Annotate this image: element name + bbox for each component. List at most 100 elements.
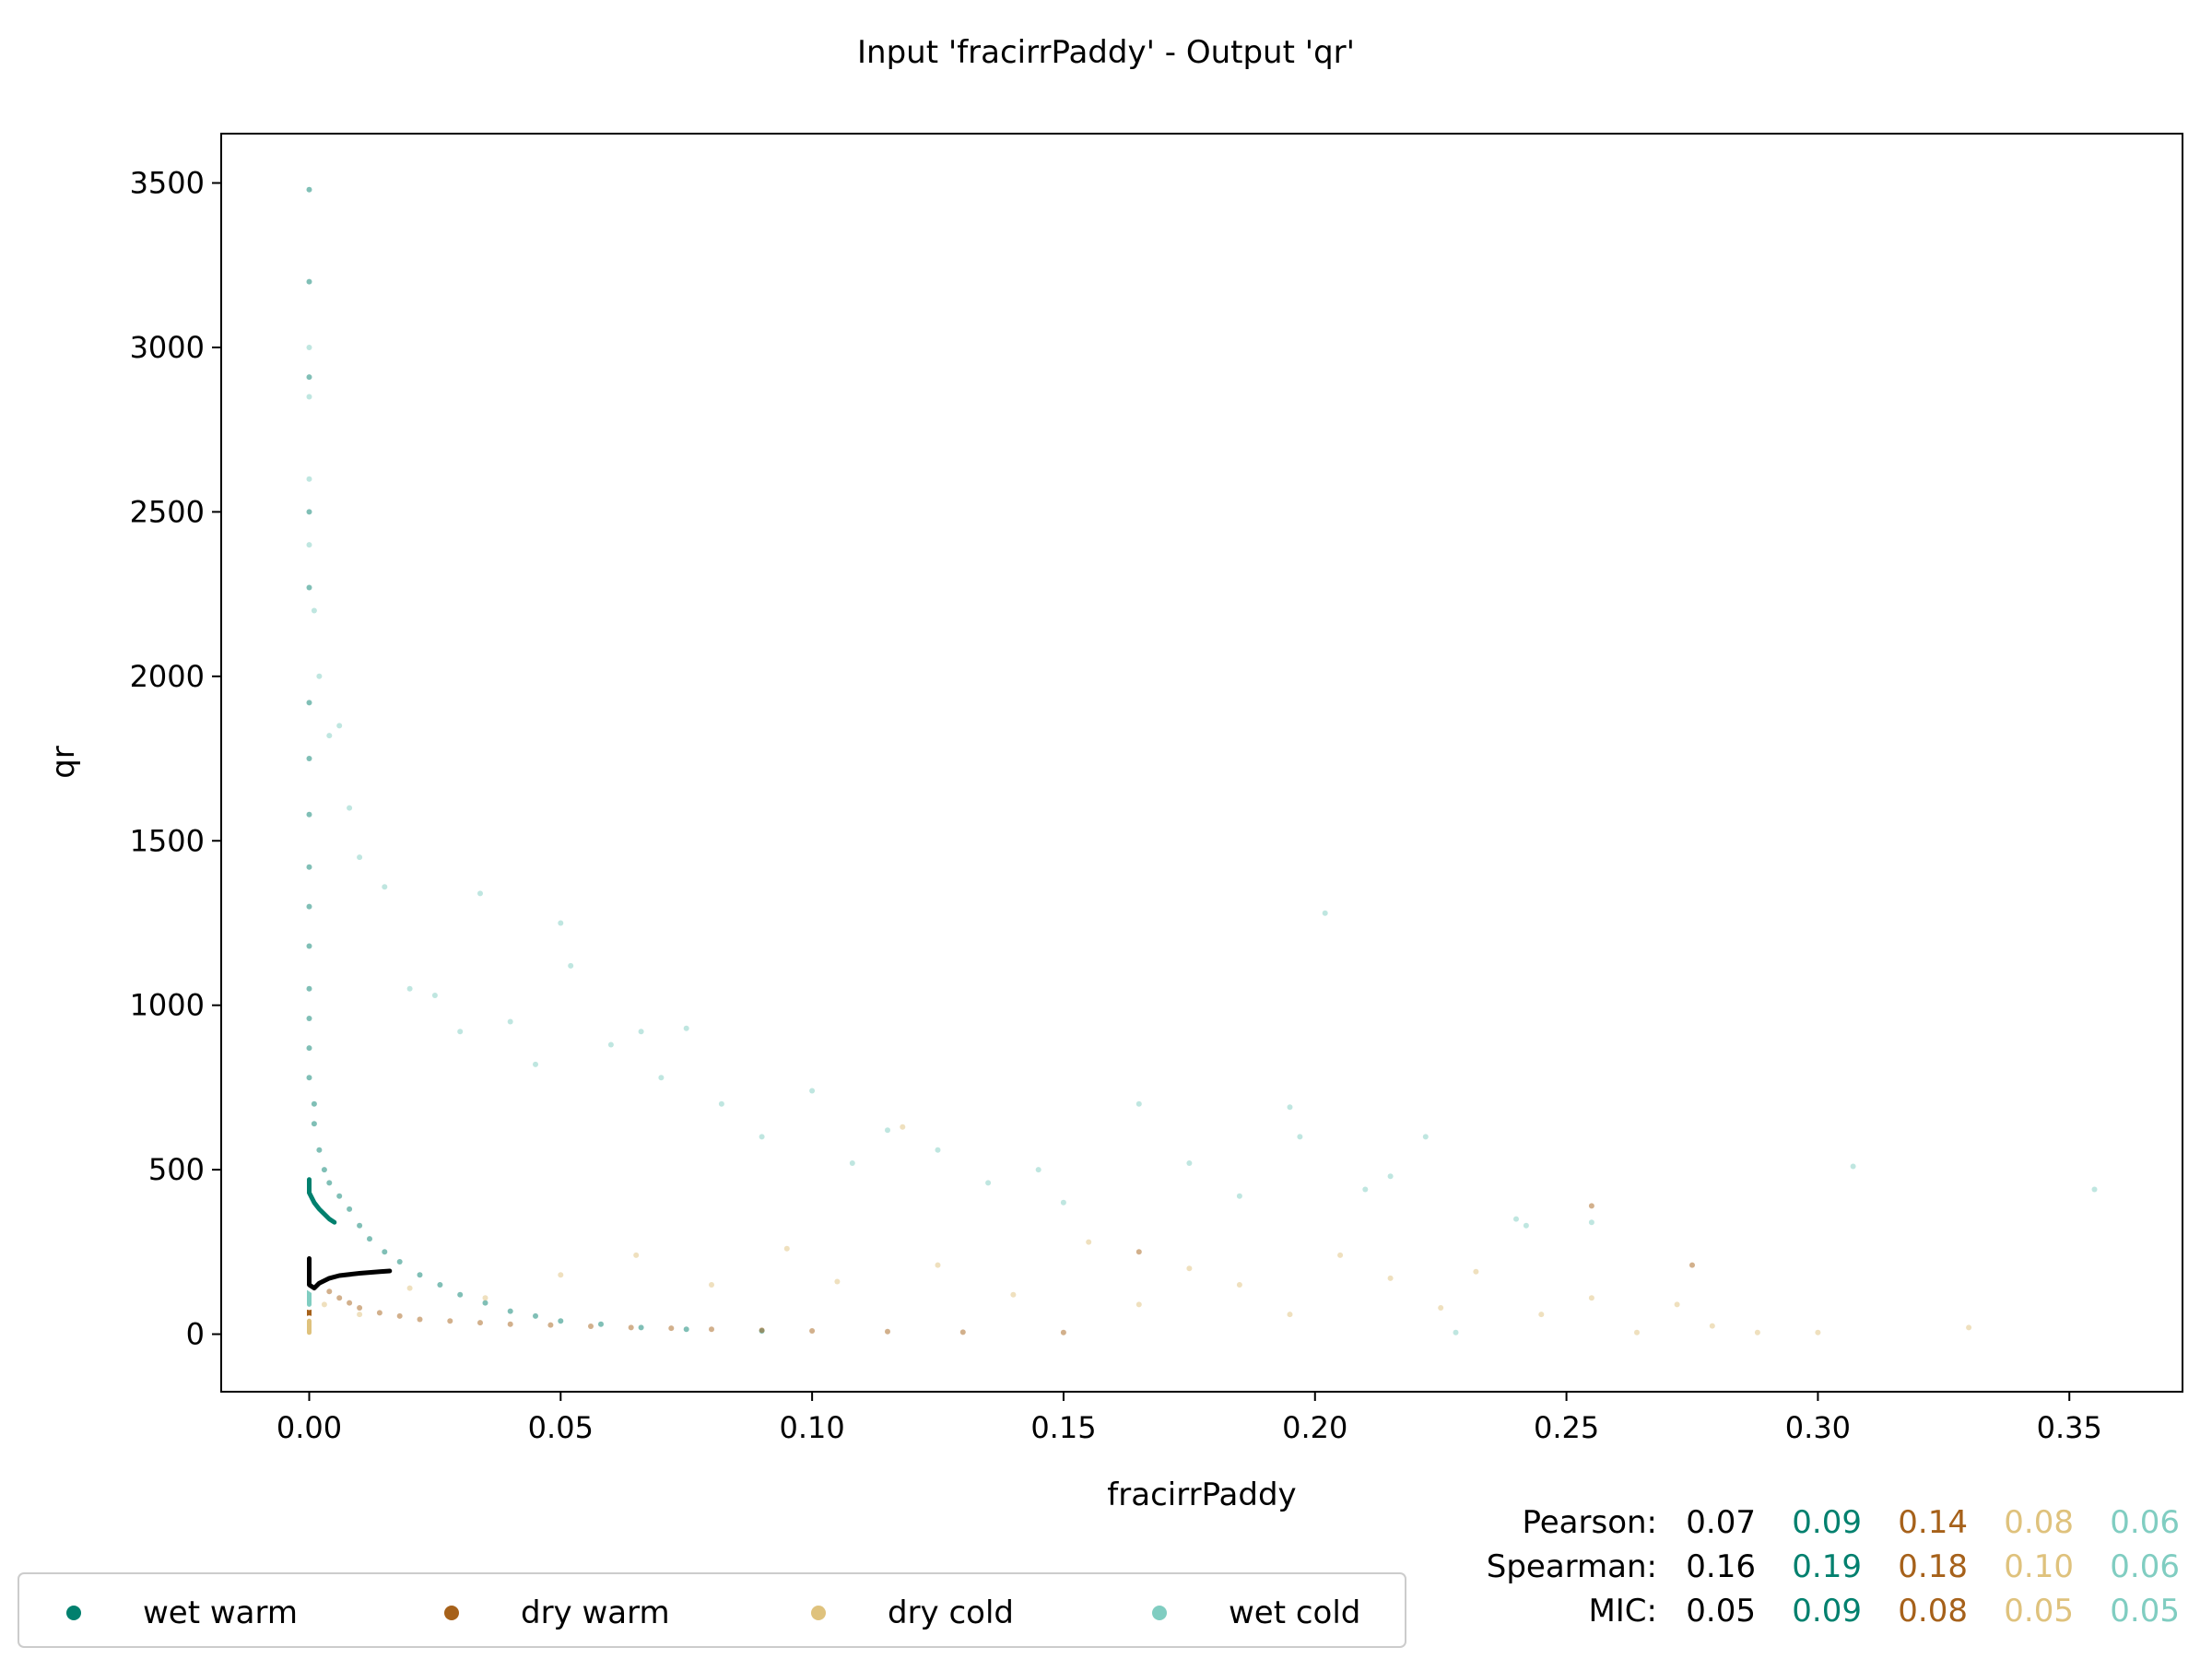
legend-label: dry warm [521, 1594, 670, 1631]
scatter-point [1060, 1329, 1066, 1335]
y-tick-label: 1000 [130, 988, 205, 1023]
scatter-point [668, 1325, 675, 1332]
stat-row-label: Spearman: [1487, 1548, 1657, 1585]
scatter-point [482, 1295, 488, 1301]
scatter-point [507, 1018, 513, 1025]
scatter-point [326, 1180, 333, 1186]
scatter-point [1387, 1173, 1394, 1180]
scatter-point [1422, 1134, 1429, 1140]
scatter-point [1287, 1312, 1293, 1318]
x-tick-label: 0.15 [1030, 1410, 1096, 1445]
y-axis-ticks: 0 500 1000 1500 2000 2500 3000 3500 [130, 166, 221, 1352]
scatter-point [1815, 1329, 1821, 1335]
scatter-point [683, 1025, 689, 1031]
scatter-point [628, 1324, 634, 1331]
scatter-point [321, 1301, 327, 1308]
scatter-point [316, 673, 323, 679]
scatter-point [1297, 1134, 1303, 1140]
scatter-point [417, 1272, 423, 1278]
y-tick-label: 2500 [130, 494, 205, 529]
y-tick-label: 3000 [130, 330, 205, 365]
scatter-point [809, 1328, 816, 1334]
scatter-point [683, 1326, 689, 1333]
scatter-point [1387, 1275, 1394, 1281]
scatter-point [558, 920, 564, 926]
scatter-point [658, 1075, 665, 1081]
scatter-point [709, 1326, 714, 1333]
scatter-point [1287, 1104, 1293, 1111]
y-tick-label: 500 [148, 1152, 205, 1187]
x-tick-label: 0.00 [276, 1410, 342, 1445]
scatter-point [759, 1327, 765, 1334]
scatter-point [1135, 1249, 1142, 1255]
scatter-point [457, 1029, 464, 1035]
scatter-point [1236, 1193, 1242, 1199]
scatter-point [1709, 1323, 1715, 1329]
legend-label: wet cold [1229, 1594, 1360, 1631]
scatter-point [306, 903, 312, 910]
scatter-point [1186, 1160, 1193, 1166]
legend: wet warm dry warm dry cold wet cold [18, 1572, 1406, 1648]
scatter-point [311, 1100, 317, 1107]
scatter-point [357, 1222, 363, 1229]
scatter-point [1588, 1203, 1594, 1209]
scatter-point [306, 476, 312, 482]
scatter-point [347, 805, 353, 811]
plot-area-frame [220, 133, 2183, 1393]
scatter-point [1850, 1163, 1856, 1170]
scatter-point [809, 1088, 816, 1094]
scatter-point [406, 1285, 413, 1291]
y-tick-label: 3500 [130, 166, 205, 201]
scatter-point [507, 1308, 513, 1314]
scatter-point [1135, 1100, 1142, 1107]
scatter-point [507, 1321, 513, 1327]
scatter-point [431, 993, 438, 998]
scatter-point [477, 1320, 483, 1326]
scatter-point [357, 1312, 363, 1318]
x-tick-label: 0.35 [2037, 1410, 2102, 1445]
scatter-point [306, 811, 312, 818]
x-tick-label: 0.05 [528, 1410, 594, 1445]
scatter-point [306, 700, 312, 706]
scatter-point [1513, 1216, 1519, 1222]
scatter-point [1453, 1329, 1459, 1335]
scatter-point [885, 1127, 890, 1134]
scatter-point [1588, 1295, 1594, 1301]
scatter-point [457, 1291, 464, 1298]
scatter-point [959, 1329, 966, 1335]
stat-value: 0.05 [2004, 1593, 2074, 1630]
stat-value: 0.05 [1686, 1593, 1756, 1630]
scatter-point [306, 278, 312, 285]
scatter-point [1337, 1252, 1344, 1258]
stat-value: 0.06 [2110, 1548, 2180, 1585]
scatter-point [477, 890, 483, 897]
scatter-point [1588, 1219, 1594, 1226]
scatter-point [367, 1236, 372, 1242]
legend-marker [1152, 1606, 1167, 1620]
scatter-point [306, 985, 312, 992]
scatter-point [316, 1147, 323, 1153]
x-tick-label: 0.20 [1282, 1410, 1347, 1445]
stat-value: 0.10 [2004, 1548, 2074, 1585]
scatter-point [306, 1045, 312, 1052]
scatter-point [1322, 910, 1328, 916]
scatter-point [1538, 1312, 1545, 1318]
scatter-point [638, 1324, 644, 1331]
y-tick-label: 1500 [130, 823, 205, 858]
scatter-point [1060, 1199, 1066, 1206]
scatter-point [1754, 1329, 1760, 1335]
scatter-point [588, 1324, 594, 1329]
scatter-point [1010, 1291, 1017, 1298]
legend-frame [18, 1572, 1406, 1648]
trend-lines [303, 1173, 395, 1338]
y-tick-label: 2000 [130, 659, 205, 694]
scatter-point [718, 1100, 724, 1107]
scatter-point [382, 1249, 388, 1255]
scatter-point [759, 1134, 765, 1140]
scatter-point [1438, 1305, 1444, 1311]
legend-label: dry cold [888, 1594, 1014, 1631]
scatter-point [306, 345, 312, 350]
scatter-point [347, 1206, 353, 1212]
scatter-point [311, 607, 317, 614]
